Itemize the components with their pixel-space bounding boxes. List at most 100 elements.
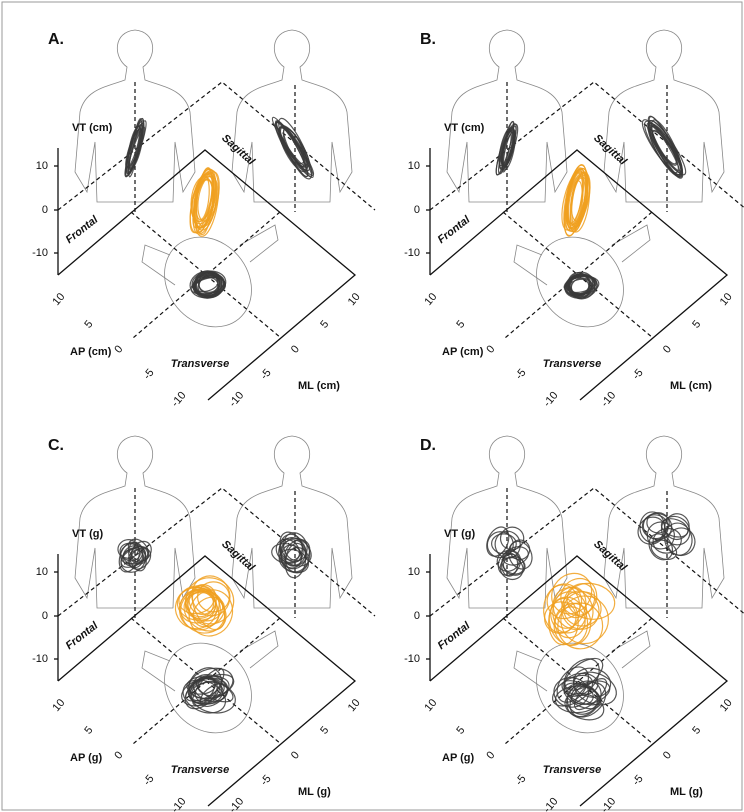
trajectory <box>651 119 683 178</box>
trajectory <box>189 168 215 234</box>
trajectory <box>188 589 234 637</box>
plane-label: Transverse <box>543 358 602 370</box>
panel: A. VT (cm) AP (cm) ML (cm) 10 0 -10 10 -10 5 -5 0 0 -… <box>32 29 376 409</box>
vt-tick-label: 10 <box>36 160 48 172</box>
vt-tick-label: 0 <box>414 610 420 622</box>
plane-label: Sagittal <box>591 132 629 168</box>
trajectory <box>560 577 598 616</box>
trajectory <box>190 276 225 295</box>
trajectory <box>117 539 140 559</box>
trajectory <box>573 678 608 711</box>
trajectory <box>573 671 617 706</box>
panel: B. VT (cm) AP (cm) ML (cm) 10 0 -10 10 -10 5 -5 0 0 -… <box>404 29 744 409</box>
trajectory <box>182 679 227 714</box>
trajectory <box>276 120 309 178</box>
body-outline <box>74 29 196 203</box>
body-outline <box>74 435 196 609</box>
ml-axis-label: ML (g) <box>298 786 331 798</box>
ap-tick-label: -10 <box>169 389 188 409</box>
trajectory <box>647 122 683 177</box>
trajectory <box>188 584 217 615</box>
vt-tick-label: 10 <box>408 160 420 172</box>
trajectory <box>498 128 512 167</box>
plane-label: Transverse <box>171 358 230 370</box>
body-outline <box>141 630 279 692</box>
body-outline <box>446 435 568 609</box>
body-outline <box>231 435 353 609</box>
trajectory <box>501 128 516 171</box>
vt-tick-label: 10 <box>36 566 48 578</box>
trajectory <box>193 173 216 229</box>
ml-tick-label: 10 <box>346 697 363 714</box>
trajectory <box>183 591 227 632</box>
ap-tick-label: 5 <box>82 724 95 736</box>
panel-label: A. <box>48 31 64 48</box>
trajectory <box>650 539 678 561</box>
trajectory <box>552 586 587 629</box>
ap-tick-label: 10 <box>422 291 439 308</box>
ml-axis-label: ML (g) <box>670 786 703 798</box>
trajectory <box>565 275 596 294</box>
trajectory <box>551 674 594 707</box>
vt-tick-label: 0 <box>42 204 48 216</box>
trajectory <box>543 584 581 634</box>
ml-tick-label: 5 <box>690 724 703 736</box>
ap-tick-label: 5 <box>454 318 467 330</box>
plane-label: Frontal <box>436 213 474 246</box>
ap-tick-label: 10 <box>50 697 67 714</box>
trajectory <box>501 553 525 575</box>
trajectory <box>491 533 517 555</box>
vt-axis-label: VT (cm) <box>72 122 113 134</box>
vt-axis-label: VT (g) <box>444 528 475 540</box>
trajectory <box>639 511 666 543</box>
vt-tick-label: 0 <box>42 610 48 622</box>
trajectory <box>122 548 144 567</box>
trajectory <box>125 123 144 175</box>
vt-axis-label: VT (cm) <box>444 122 485 134</box>
panel-label: D. <box>420 437 436 454</box>
trajectory <box>509 539 531 561</box>
panel-label: C. <box>48 437 64 454</box>
ap-tick-label: 5 <box>454 724 467 736</box>
vt-tick-label: -10 <box>404 653 420 665</box>
ml-tick-label: -5 <box>630 773 645 788</box>
ml-tick-label: -10 <box>227 389 246 409</box>
ap-tick-label: -10 <box>541 389 560 409</box>
ap-tick-label: 0 <box>112 343 125 355</box>
body-outline <box>536 642 624 734</box>
ap-tick-label: 0 <box>484 343 497 355</box>
transverse-axes <box>502 617 654 745</box>
vt-tick-label: -10 <box>32 653 48 665</box>
trajectory <box>564 657 604 691</box>
body-outline <box>164 236 252 328</box>
plane-label: Frontal <box>64 213 102 246</box>
trajectory <box>570 277 593 296</box>
trajectory <box>567 167 591 233</box>
body-outline <box>164 642 252 734</box>
ml-tick-label: 0 <box>289 749 302 761</box>
ml-tick-label: -5 <box>630 367 645 382</box>
plane-label: Frontal <box>436 619 474 652</box>
trajectory <box>566 582 616 620</box>
trajectory <box>497 550 522 576</box>
plane-label: Sagittal <box>591 538 629 574</box>
ml-tick-label: 10 <box>718 697 735 714</box>
ap-tick-label: -5 <box>513 773 528 788</box>
ml-tick-label: -10 <box>599 389 618 409</box>
plane-label: Sagittal <box>219 538 257 574</box>
plane-label: Frontal <box>64 619 102 652</box>
trajectory <box>502 132 514 169</box>
vt-tick-label: 0 <box>414 204 420 216</box>
trajectory <box>180 590 226 634</box>
ap-tick-label: 10 <box>50 291 67 308</box>
trajectory <box>567 180 583 226</box>
trajectory <box>278 548 310 574</box>
trajectory <box>499 526 525 551</box>
ap-axis-label: AP (g) <box>442 752 475 764</box>
trajectory <box>192 172 214 229</box>
trajectory <box>189 675 216 704</box>
ap-tick-label: 0 <box>484 749 497 761</box>
